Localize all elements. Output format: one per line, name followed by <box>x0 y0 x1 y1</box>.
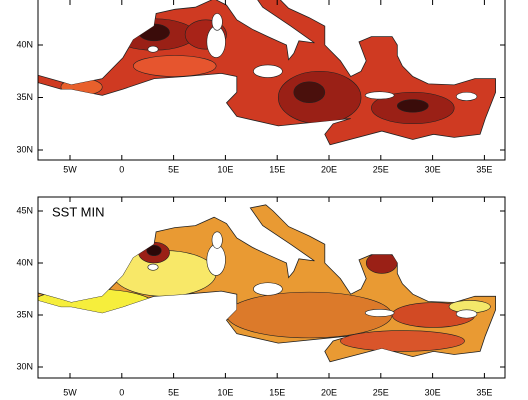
x-tick-label: 0 <box>119 387 124 397</box>
y-tick-label: 35N <box>16 309 33 319</box>
sst-region <box>293 81 326 104</box>
x-tick-label: 20E <box>321 164 337 174</box>
island <box>206 243 226 276</box>
x-tick-label: 0 <box>119 164 124 174</box>
island <box>253 64 283 78</box>
island <box>364 308 395 317</box>
panel-sst: 5W 0 5E 10E 15E 20E 25E 30E 35E 40N 35N 30N <box>16 0 506 174</box>
sst-region <box>340 330 465 352</box>
map-area <box>38 0 496 146</box>
x-tick-label: 35E <box>476 164 492 174</box>
island <box>253 282 283 296</box>
x-tick-label: 15E <box>269 164 285 174</box>
x-tick-label: 25E <box>373 164 389 174</box>
x-tick-label: 35E <box>476 387 492 397</box>
y-tick-label: 45N <box>16 205 33 215</box>
sst-region <box>138 23 170 42</box>
panel-frame <box>37 0 506 161</box>
y-tick-label: 30N <box>16 361 33 371</box>
island <box>147 45 159 53</box>
island <box>455 91 478 101</box>
sst-region <box>396 99 429 113</box>
x-tick-label: 5W <box>63 164 77 174</box>
y-tick-label: 30N <box>16 144 33 154</box>
island <box>364 91 395 100</box>
sst-region <box>133 55 217 77</box>
sst-contours <box>60 18 455 125</box>
sst-region <box>60 78 103 96</box>
x-tick-label: 5W <box>63 387 77 397</box>
x-tick-label: 10E <box>217 164 233 174</box>
x-tick-label: 5E <box>168 164 179 174</box>
panel-sst-min: 5W 0 5E 10E 15E 20E 25E 30E 35E 45N 40N 35N 30N SST M… <box>16 196 506 397</box>
x-tick-label: 10E <box>217 387 233 397</box>
x-tick-label: 25E <box>373 387 389 397</box>
y-tick-label: 40N <box>16 39 33 49</box>
sst-region <box>146 245 162 257</box>
map-area <box>38 204 496 363</box>
x-tick-label: 5E <box>168 387 179 397</box>
island <box>206 25 226 58</box>
x-tick-label: 30E <box>425 387 441 397</box>
panel-title: SST MIN <box>52 204 105 219</box>
island <box>455 309 478 319</box>
sst-region <box>38 288 155 321</box>
sst-region <box>365 252 398 274</box>
x-tick-label: 15E <box>269 387 285 397</box>
y-tick-label: 35N <box>16 92 33 102</box>
x-tick-label: 20E <box>321 387 337 397</box>
y-tick-label: 40N <box>16 257 33 267</box>
island <box>211 231 223 249</box>
island <box>147 263 159 271</box>
panel-frame <box>37 196 506 379</box>
island <box>211 13 223 31</box>
x-tick-label: 30E <box>425 164 441 174</box>
